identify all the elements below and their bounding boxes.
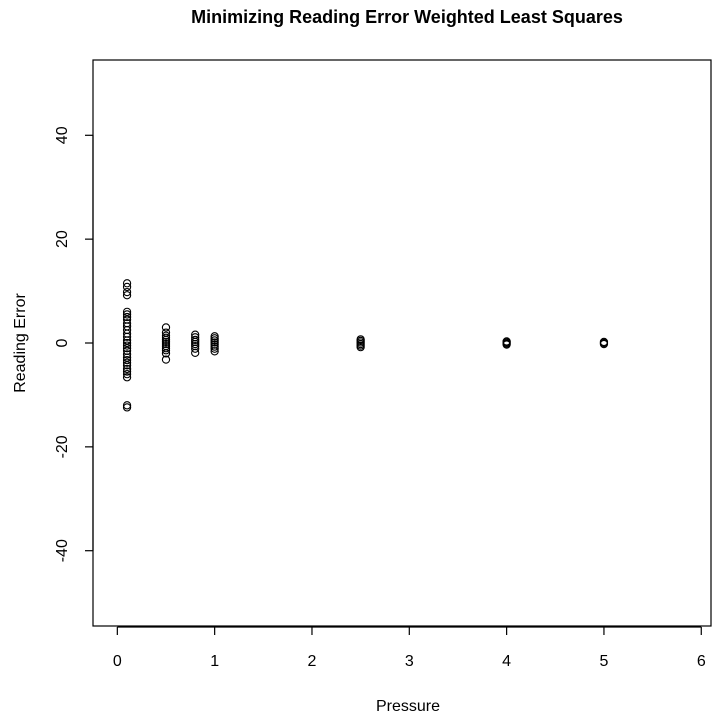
x-axis: 0 1 2 3 4 5 6 [113, 626, 706, 670]
x-axis-label: Pressure [376, 698, 440, 715]
data-point [210, 347, 219, 356]
data-point [122, 332, 132, 341]
data-point [122, 310, 132, 319]
data-point [122, 344, 132, 353]
x-tick-label: 0 [113, 653, 122, 670]
y-tick-label: 20 [54, 230, 71, 248]
x-tick-label: 4 [502, 653, 511, 670]
data-point [191, 335, 200, 345]
data-point [161, 337, 171, 347]
data-point [122, 355, 132, 365]
data-point [191, 344, 200, 353]
y-tick-label: 40 [54, 126, 71, 144]
data-point [122, 341, 132, 350]
data-point [122, 361, 132, 370]
data-point [122, 373, 132, 382]
data-point [210, 342, 219, 351]
data-point [122, 364, 132, 374]
data-point [161, 344, 171, 353]
data-point [210, 344, 219, 353]
data-point [122, 279, 132, 288]
data-point [122, 307, 132, 316]
data-point [599, 339, 609, 349]
data-point [356, 343, 365, 352]
data-point [210, 336, 219, 345]
data-point [122, 367, 132, 376]
x-tick-label: 2 [308, 653, 317, 670]
x-tick-label: 1 [210, 653, 219, 670]
data-point [210, 334, 219, 343]
y-axis: -40 -20 0 20 40 [54, 126, 94, 562]
data-point [122, 338, 132, 348]
y-axis-label: Reading Error [12, 293, 29, 393]
data-point [161, 333, 171, 342]
data-point [191, 339, 200, 349]
data-point [161, 355, 171, 364]
data-point [161, 331, 171, 340]
data-point [161, 323, 171, 332]
data-point [122, 312, 132, 322]
x-tick-label: 5 [599, 653, 608, 670]
data-point [122, 353, 132, 362]
data-point [122, 282, 132, 292]
data-point [122, 358, 132, 367]
data-point [502, 340, 511, 349]
data-point [210, 332, 219, 341]
data-point [122, 336, 132, 345]
data-point [191, 348, 200, 358]
data-point [161, 335, 171, 345]
data-point [122, 287, 132, 297]
data-point [161, 349, 171, 358]
data-point [210, 338, 219, 347]
data-point [122, 370, 132, 379]
data-point [122, 350, 132, 359]
data-point [122, 291, 132, 300]
x-tick-label: 3 [405, 653, 414, 670]
data-point [122, 401, 132, 410]
y-tick-label: 0 [54, 338, 71, 347]
data-points [122, 279, 609, 412]
y-tick-label: -20 [54, 435, 71, 458]
y-tick-label: -40 [54, 539, 71, 562]
plot-frame [92, 59, 712, 627]
chart-title: Minimizing Reading Error Weighted Least … [191, 7, 623, 27]
data-point [161, 339, 171, 349]
data-point [122, 403, 132, 412]
data-point [161, 346, 171, 355]
x-tick-label: 6 [697, 653, 706, 670]
